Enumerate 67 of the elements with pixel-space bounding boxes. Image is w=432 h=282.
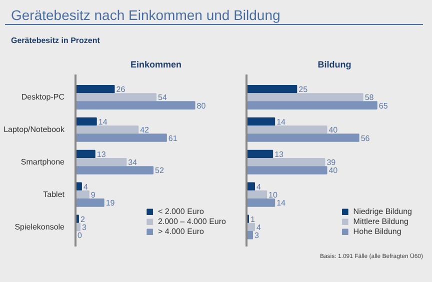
bar xyxy=(246,117,276,126)
legend-label: Niedrige Bildung xyxy=(353,206,412,216)
data-label: 4 xyxy=(256,182,262,192)
bar xyxy=(76,101,196,110)
bar xyxy=(76,150,96,158)
legend-label: Mittlere Bildung xyxy=(353,216,408,226)
legend-label: > 4.000 Euro xyxy=(158,226,204,236)
data-label: 34 xyxy=(128,158,138,168)
bar xyxy=(76,190,90,199)
y-tick-label: Spielekonsole xyxy=(14,222,66,232)
chart-title: Gerätebesitz nach Einkommen und Bildung xyxy=(11,6,280,25)
data-label: 65 xyxy=(378,101,388,110)
data-label: 13 xyxy=(96,150,106,160)
data-label: 40 xyxy=(328,126,338,135)
bar xyxy=(246,126,328,134)
bar xyxy=(246,93,364,102)
data-label: 3 xyxy=(82,223,87,232)
bar xyxy=(76,117,97,126)
chart-title: Bildung xyxy=(318,60,352,70)
bar xyxy=(76,166,154,174)
data-label: 13 xyxy=(274,150,284,160)
data-label: 14 xyxy=(276,118,286,127)
data-label: 40 xyxy=(328,166,338,176)
y-tick-label: Smartphone xyxy=(20,158,66,167)
bar xyxy=(76,84,115,94)
data-label: 80 xyxy=(196,101,206,110)
data-label: 2 xyxy=(80,214,86,224)
legend-label: < 2.000 Euro xyxy=(158,206,204,216)
bar xyxy=(246,101,378,110)
y-tick-label: Desktop-PC xyxy=(21,92,65,102)
data-label: 10 xyxy=(268,190,278,200)
text: Einkommen xyxy=(130,60,182,70)
data-label: 4 xyxy=(256,223,262,232)
legend-label: Hohe Bildung xyxy=(353,226,402,236)
data-label: 9 xyxy=(90,190,96,200)
data-label: 54 xyxy=(158,93,168,102)
data-label: 56 xyxy=(360,134,370,143)
bar xyxy=(246,198,276,207)
data-label: 0 xyxy=(78,231,82,240)
data-label: 14 xyxy=(98,118,108,127)
bar xyxy=(246,190,268,199)
data-label: 19 xyxy=(106,198,116,208)
bar xyxy=(76,126,139,134)
bar xyxy=(246,84,298,94)
data-label: 52 xyxy=(155,166,164,176)
data-label: 1 xyxy=(250,214,256,224)
data-label: 25 xyxy=(298,85,308,94)
bar xyxy=(246,134,360,142)
bar xyxy=(76,93,156,102)
y-tick-label: Laptop/Notebook xyxy=(4,125,66,134)
data-label: 39 xyxy=(326,158,336,168)
y-tick-label: Tablet xyxy=(43,190,66,200)
data-label: 4 xyxy=(83,182,88,192)
data-label: 42 xyxy=(140,126,150,135)
chart-subtitle: Gerätebesitz in Prozent xyxy=(11,35,100,46)
legend-label: 2.000 – 4.000 Euro xyxy=(158,216,226,226)
bar xyxy=(76,158,127,166)
data-label: 61 xyxy=(168,134,178,143)
bar xyxy=(246,158,326,166)
bar xyxy=(76,134,167,142)
data-label: 58 xyxy=(364,93,374,102)
bar xyxy=(246,166,328,174)
data-label: 14 xyxy=(276,198,286,208)
data-label: 3 xyxy=(254,231,260,240)
data-label: 26 xyxy=(116,85,126,94)
bar xyxy=(76,198,104,207)
bar xyxy=(246,150,274,158)
